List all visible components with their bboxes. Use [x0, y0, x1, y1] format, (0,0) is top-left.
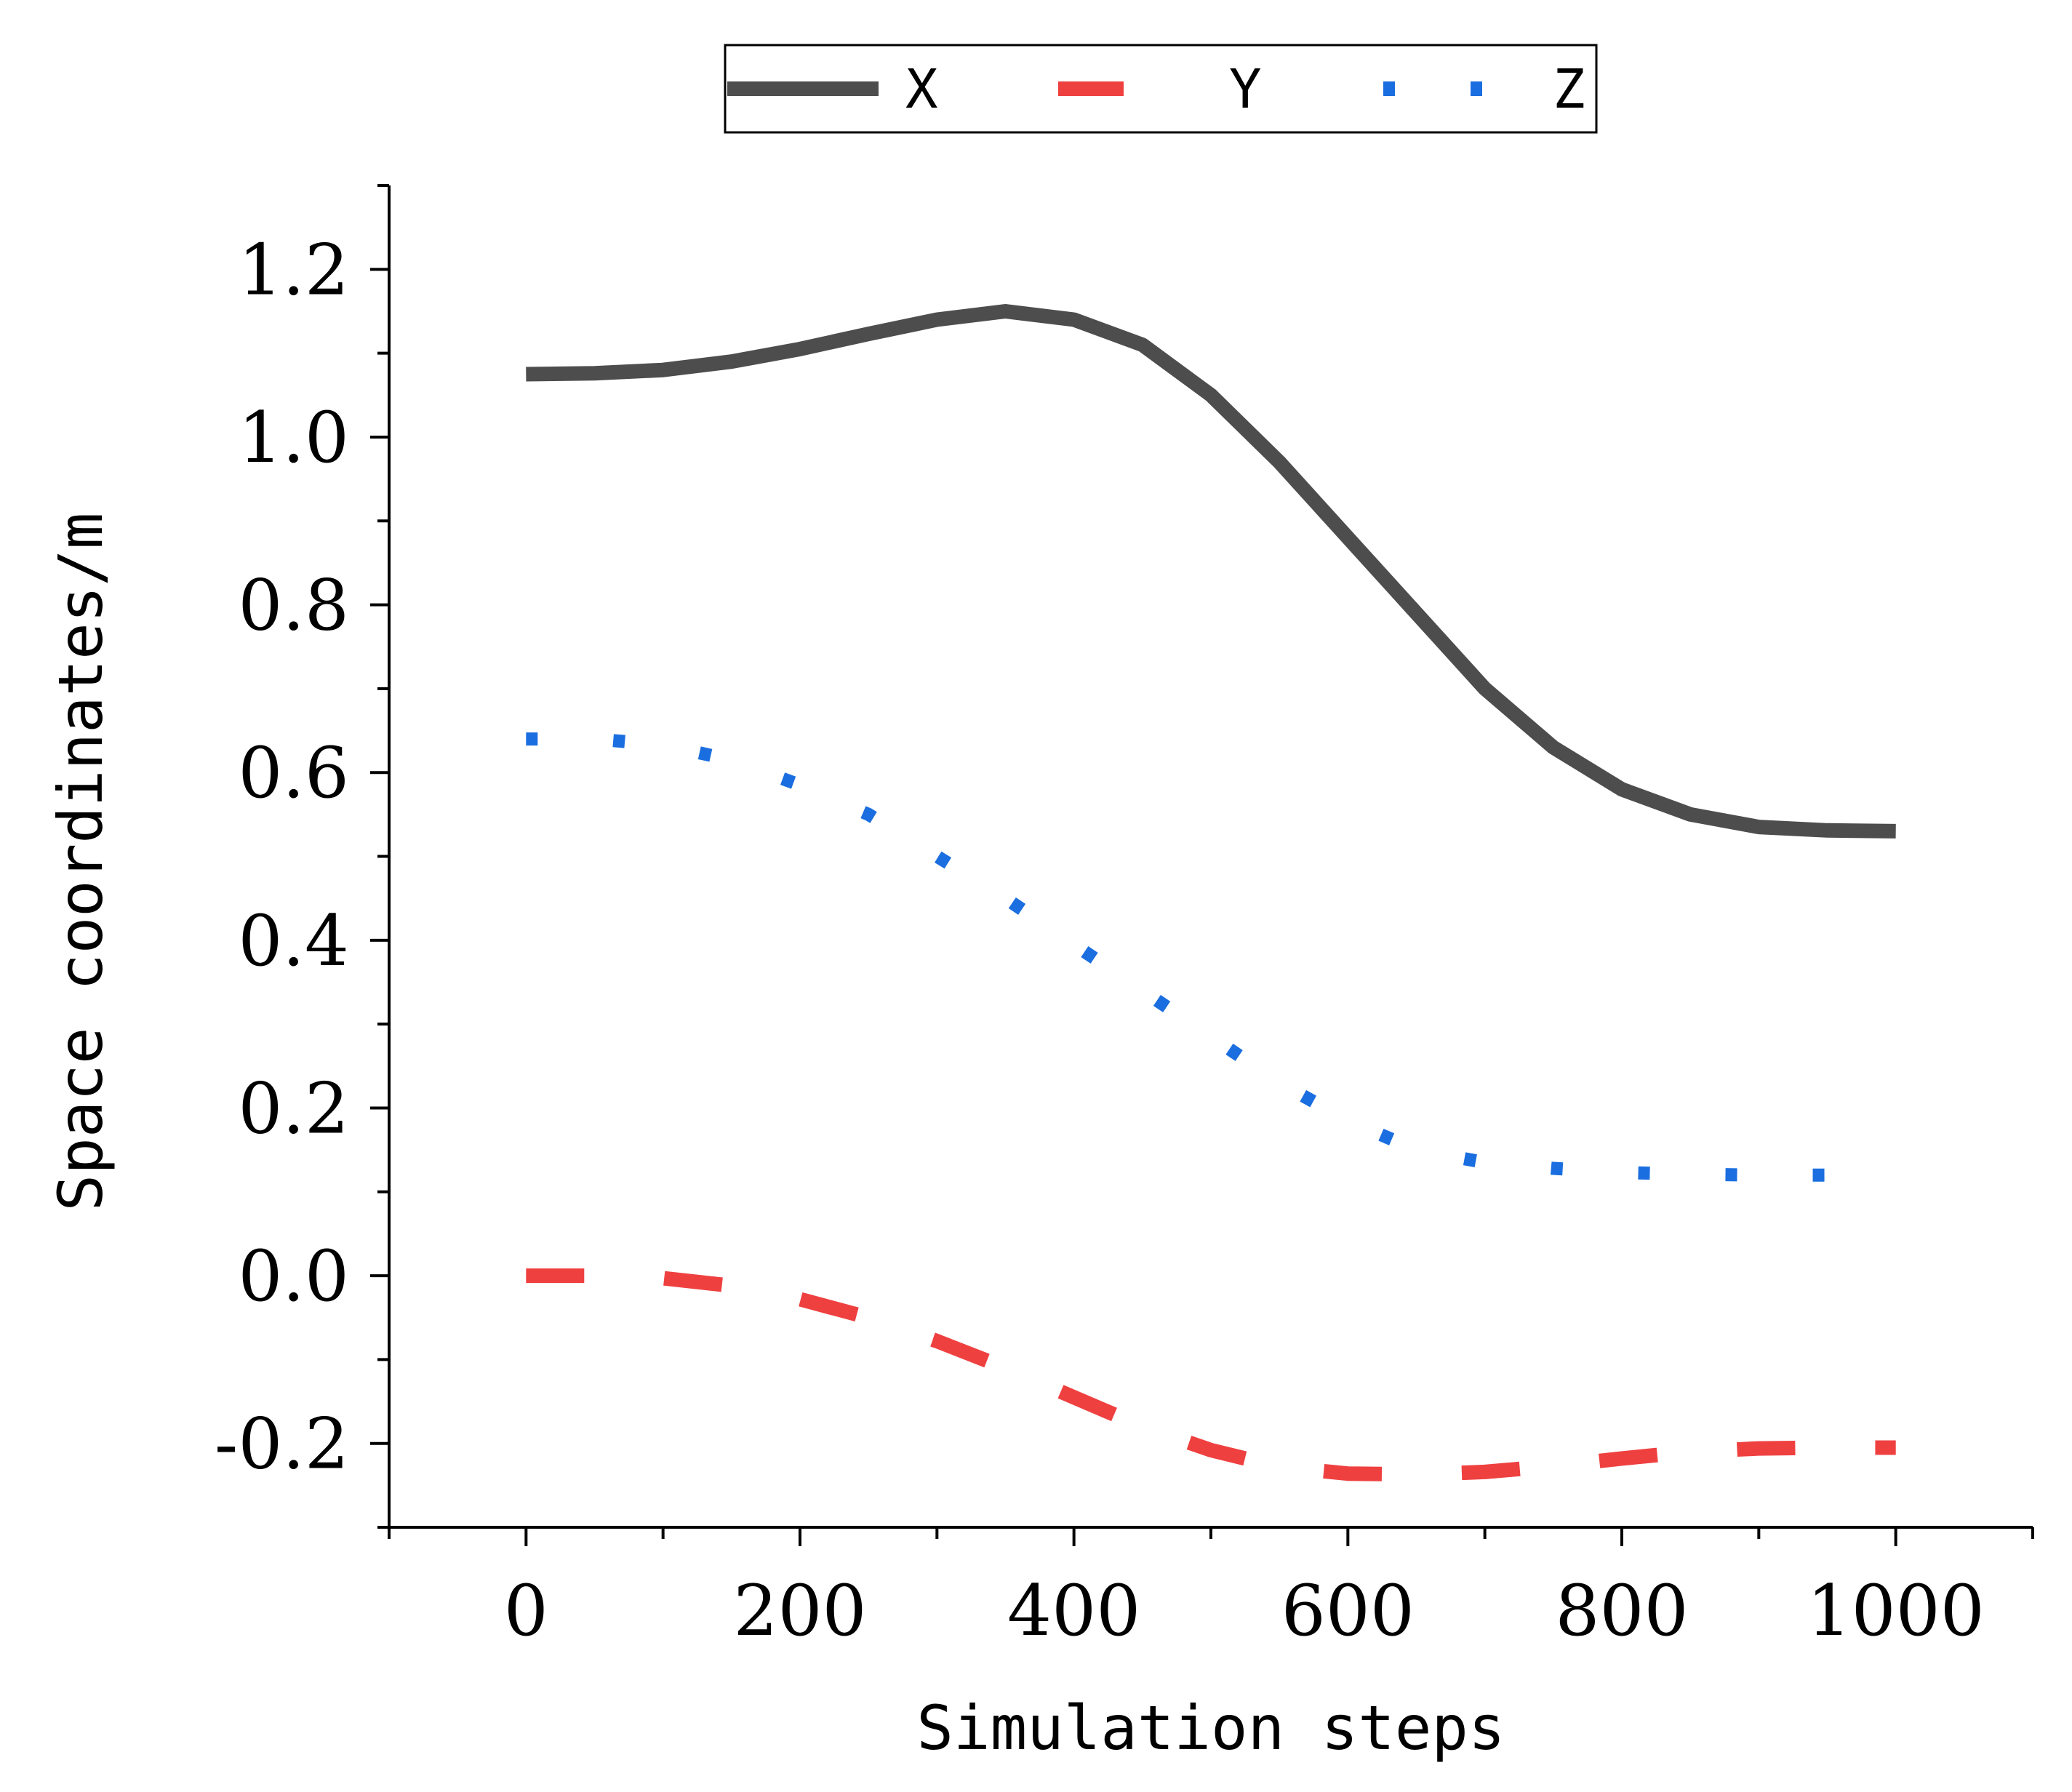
legend: X Y Z [724, 44, 1598, 134]
y-tick-label: 1.2 [238, 229, 349, 311]
y-tick-label: 0.0 [238, 1236, 349, 1317]
x-tick-label: 0 [504, 1570, 548, 1652]
y-tick-label: 0.6 [238, 732, 349, 814]
y-tick-label: 0.4 [238, 900, 349, 982]
axes: 0 200 400 600 800 1000 -0.2 0.0 0.2 0.4 0.6 0.8 1.0 1… [215, 184, 2034, 1652]
x-axis-title: Simulation steps [916, 1692, 1505, 1764]
legend-label-x: X [905, 58, 938, 121]
x-tick-label: 1000 [1807, 1570, 1985, 1652]
x-tick-label: 800 [1555, 1570, 1688, 1652]
y-tick-label: 0.2 [238, 1068, 349, 1149]
y-axis-title: Space coordinates/m [45, 513, 116, 1212]
legend-label-y: Y [1229, 58, 1262, 121]
series-layer [526, 304, 1896, 1482]
series-line-x [526, 304, 1896, 839]
y-tick-label: 1.0 [238, 397, 349, 479]
y-tick-label: 0.8 [238, 565, 349, 647]
series-line-y [526, 1268, 1896, 1482]
x-tick-label: 600 [1281, 1570, 1415, 1652]
legend-label-z: Z [1553, 58, 1585, 121]
x-tick-label: 200 [733, 1570, 866, 1652]
x-tick-label: 400 [1007, 1570, 1140, 1652]
y-tick-label: -0.2 [215, 1404, 349, 1485]
